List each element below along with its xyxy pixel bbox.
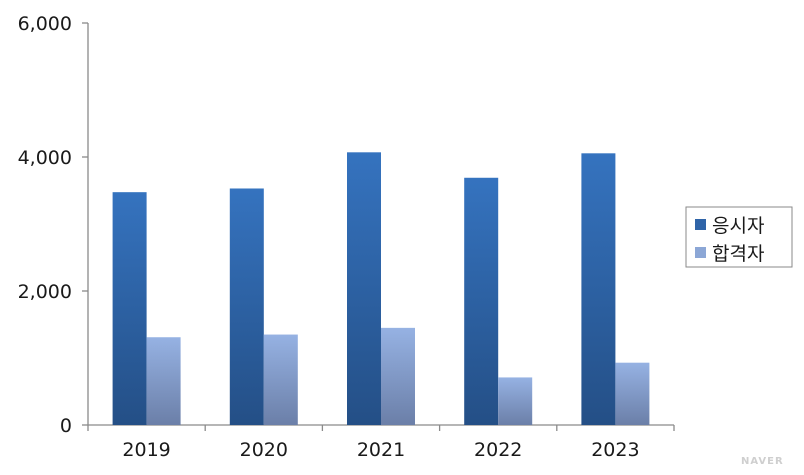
y-axis: 0 2,000 4,000 6,000 [18, 13, 89, 437]
bar-series-2-2022 [498, 377, 533, 425]
bars [112, 152, 650, 425]
legend-swatch-2 [695, 247, 706, 258]
legend-label-1: 응시자 [712, 215, 764, 237]
bar-series-1-2022 [464, 177, 499, 425]
x-tick-label: 2021 [357, 439, 405, 461]
bar-series-2-2021 [381, 327, 415, 425]
legend-swatch-1 [695, 219, 706, 230]
bar-series-1-2021 [347, 152, 381, 425]
bar-series-1-2019 [112, 192, 147, 425]
y-tick-label: 6,000 [18, 13, 72, 35]
y-tick-label: 2,000 [18, 281, 72, 303]
bar-series-2-2019 [146, 337, 181, 425]
x-tick-label: 2022 [474, 439, 522, 461]
bar-series-2-2023 [615, 362, 650, 425]
watermark-text: NAVER [741, 456, 784, 467]
y-tick-label: 4,000 [18, 147, 72, 169]
x-tick-label: 2019 [122, 439, 170, 461]
bar-series-1-2020 [229, 188, 264, 425]
x-tick-label: 2020 [240, 439, 288, 461]
bar-series-1-2023 [581, 153, 616, 425]
x-tick-label: 2023 [591, 439, 639, 461]
y-tick-label: 0 [60, 415, 72, 437]
bar-series-2-2020 [263, 334, 298, 425]
x-axis: 2019 2020 2021 2022 2023 [87, 424, 675, 461]
legend-label-2: 합격자 [712, 243, 764, 265]
